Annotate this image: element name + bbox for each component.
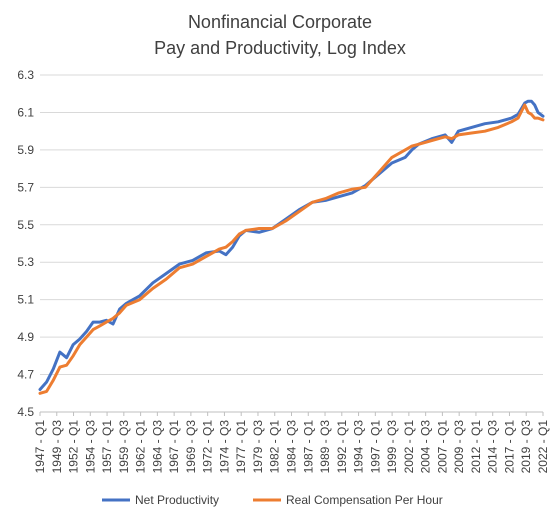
- x-tick-label: 1972 - Q1: [201, 420, 215, 474]
- x-tick-label: 1992 - Q1: [335, 420, 349, 474]
- x-tick-label: 1994 - Q3: [352, 420, 366, 474]
- x-tick-label: 1997 - Q1: [368, 420, 382, 474]
- x-tick-label: 1959 - Q3: [117, 420, 131, 474]
- y-tick-label: 5.9: [17, 143, 34, 157]
- x-tick-label: 1962 - Q1: [134, 420, 148, 474]
- series-line-real-compensation: [38, 103, 545, 395]
- x-tick-label: 1979 - Q3: [251, 420, 265, 474]
- legend-label-real-compensation: Real Compensation Per Hour: [286, 493, 443, 507]
- x-tick-label: 1947 - Q1: [33, 420, 47, 474]
- y-tick-label: 4.5: [17, 405, 34, 419]
- legend: Net Productivity Real Compensation Per H…: [102, 493, 443, 507]
- x-tick-label: 1984 - Q3: [285, 420, 299, 474]
- chart-title-line-1: Nonfinancial Corporate: [188, 12, 372, 32]
- x-tick-label: 2022 - Q1: [536, 420, 550, 474]
- legend-label-net-productivity: Net Productivity: [135, 493, 219, 507]
- y-axis-ticks: 4.5 4.7 4.9 5.1 5.3 5.5 5.7 5.9 6.1 6.3: [17, 68, 34, 419]
- series-line-net-productivity: [38, 99, 545, 391]
- x-tick-label: 1967 - Q1: [167, 420, 181, 474]
- x-tick-label: 2014 - Q3: [486, 420, 500, 474]
- x-tick-label: 2019 - Q3: [519, 420, 533, 474]
- x-tick-label: 2012 - Q1: [469, 420, 483, 474]
- x-tick-label: 1989 - Q3: [318, 420, 332, 474]
- y-tick-label: 4.9: [17, 330, 34, 344]
- x-tick-label: 1974 - Q3: [217, 420, 231, 474]
- x-tick-label: 2002 - Q1: [402, 420, 416, 474]
- x-axis-ticks: 1947 - Q1 1949 - Q3 1952 - Q1 1954 - Q3 1957…: [33, 412, 550, 473]
- y-tick-label: 5.3: [17, 255, 34, 269]
- x-tick-label: 1954 - Q3: [83, 420, 97, 474]
- x-tick-label: 2004 - Q3: [419, 420, 433, 474]
- x-tick-label: 1949 - Q3: [50, 420, 64, 474]
- y-tick-label: 4.7: [17, 368, 34, 382]
- x-tick-label: 1982 - Q1: [268, 420, 282, 474]
- y-tick-label: 5.1: [17, 293, 34, 307]
- x-tick-label: 1987 - Q1: [301, 420, 315, 474]
- y-tick-label: 6.3: [17, 68, 34, 82]
- chart-title-line-2: Pay and Productivity, Log Index: [154, 38, 406, 58]
- y-tick-label: 6.1: [17, 105, 34, 119]
- x-tick-label: 2009 - Q3: [452, 420, 466, 474]
- x-tick-label: 1999 - Q3: [385, 420, 399, 474]
- series-layer: [38, 99, 545, 395]
- y-tick-label: 5.7: [17, 180, 34, 194]
- x-tick-label: 1969 - Q3: [184, 420, 198, 474]
- x-tick-label: 1952 - Q1: [67, 420, 81, 474]
- x-tick-label: 2017 - Q1: [502, 420, 516, 474]
- x-tick-label: 1964 - Q3: [150, 420, 164, 474]
- y-tick-label: 5.5: [17, 218, 34, 232]
- x-tick-label: 2007 - Q1: [435, 420, 449, 474]
- gridlines: [40, 74, 543, 376]
- x-tick-label: 1977 - Q1: [234, 420, 248, 474]
- x-tick-label: 1957 - Q1: [100, 420, 114, 474]
